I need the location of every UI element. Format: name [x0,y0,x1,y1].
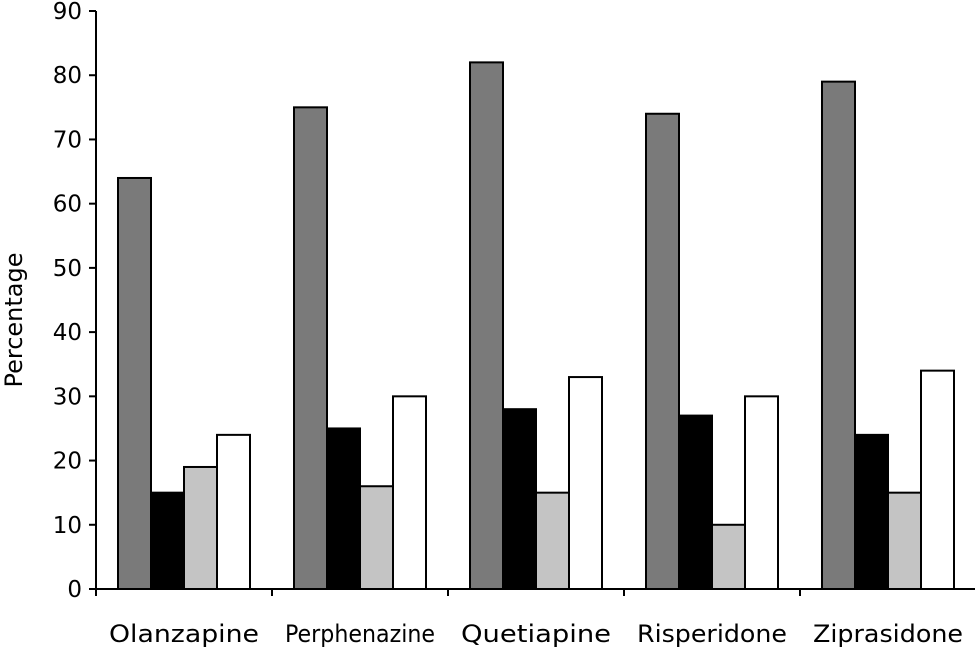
bar-perphenazine-series-4 [392,395,427,591]
y-tick-label: 50 [53,256,82,282]
y-tick-label: 0 [67,577,82,603]
y-tick-label: 30 [53,384,82,410]
category-label-perphenazine: Perphenazine [285,620,435,648]
bar-risperidone-series-2 [678,414,713,590]
bar-olanzapine-series-2 [150,491,185,590]
category-label-olanzapine: Olanzapine [109,620,259,648]
bar-ziprasidone-series-3 [887,491,922,590]
bar-risperidone-series-4 [744,395,779,591]
y-tick-label: 80 [53,63,82,89]
bar-ziprasidone-series-1 [821,80,856,591]
y-tick-label: 90 [53,0,82,25]
bar-risperidone-series-3 [711,523,746,590]
bar-quetiapine-series-4 [568,376,603,591]
axes-group [95,11,975,590]
category-label-ziprasidone: Ziprasidone [813,620,963,648]
bar-ziprasidone-series-2 [854,433,889,590]
y-tick-label: 20 [53,449,82,475]
bar-perphenazine-series-3 [359,485,394,590]
x-ticks-group [95,589,801,596]
y-tick-label: 60 [53,192,82,218]
bars-group [117,61,955,591]
category-label-risperidone: Risperidone [637,620,787,648]
y-ticks-group: 0 10 20 30 40 50 60 70 80 90 [53,0,96,603]
bar-perphenazine-series-1 [293,106,328,590]
y-tick-label: 10 [53,513,82,539]
bar-quetiapine-series-2 [502,408,537,590]
bar-quetiapine-series-3 [535,491,570,590]
category-label-quetiapine: Quetiapine [461,620,611,648]
bar-olanzapine-series-3 [183,465,218,591]
bar-olanzapine-series-4 [216,433,251,590]
bar-perphenazine-series-2 [326,427,361,591]
y-tick-label: 70 [53,127,82,153]
y-tick-label: 40 [53,320,82,346]
y-axis-title: Percentage [0,252,28,387]
bar-quetiapine-series-1 [469,61,504,590]
bar-risperidone-series-1 [645,112,680,590]
bar-ziprasidone-series-4 [920,369,955,590]
category-labels-group: Olanzapine Perphenazine Quetiapine Risperid… [109,620,963,648]
bar-olanzapine-series-1 [117,176,152,590]
